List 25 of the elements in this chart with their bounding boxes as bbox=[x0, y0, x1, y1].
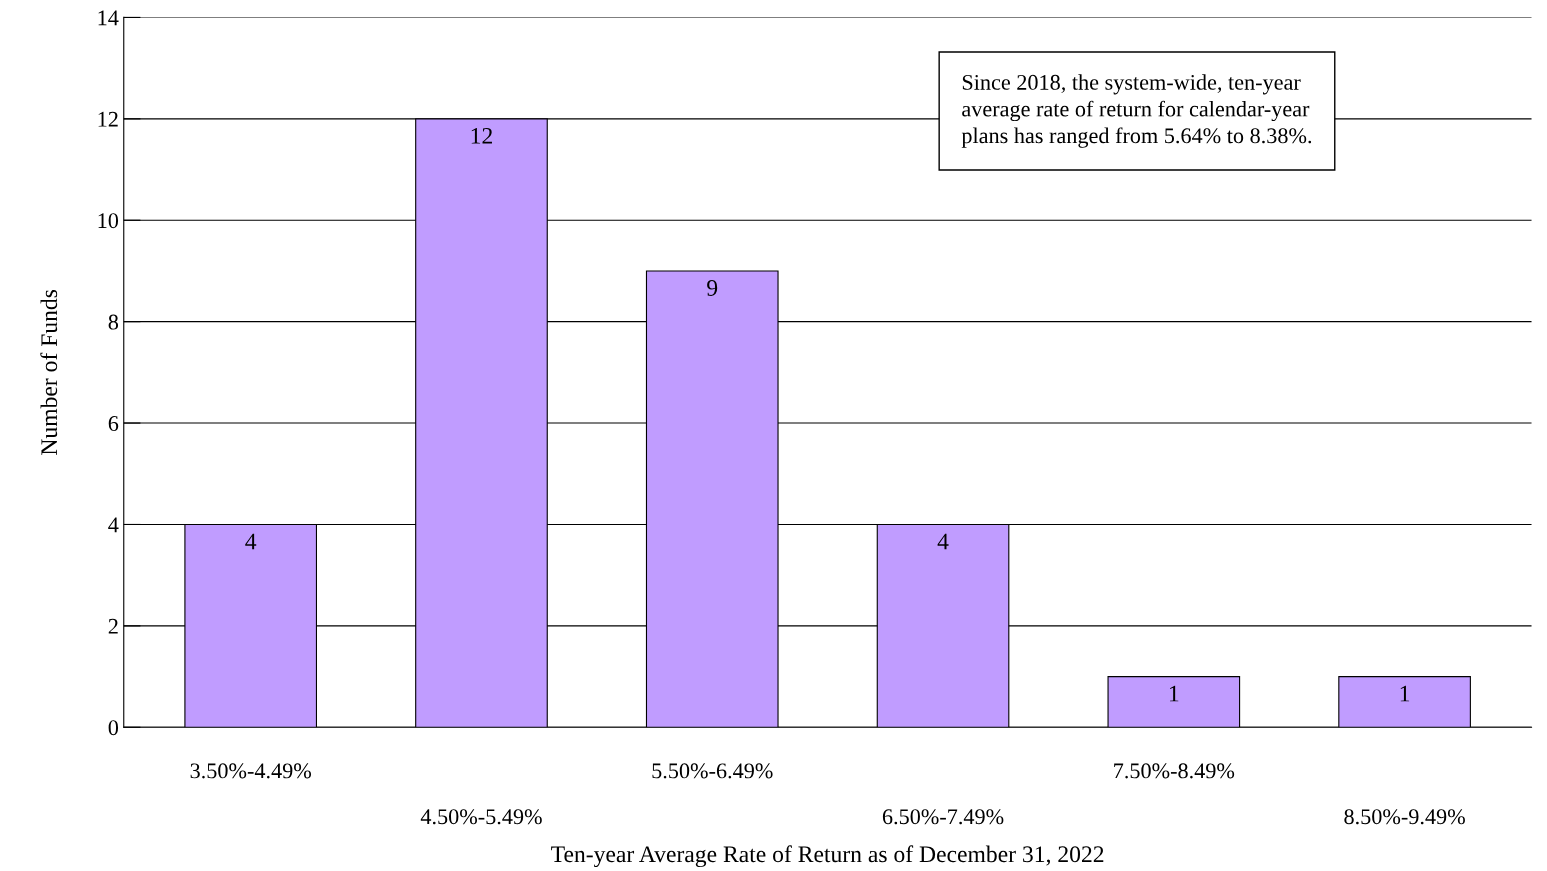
x-tick-label: 4.50%-5.49% bbox=[420, 809, 542, 825]
x-tick-label: 7.50%-8.49% bbox=[1114, 763, 1235, 779]
x-tick-label: 5.50%-6.49% bbox=[652, 763, 773, 779]
y-tick-label: 10 bbox=[98, 213, 119, 229]
data-label: 9 bbox=[707, 280, 718, 296]
bar bbox=[1338, 676, 1471, 728]
x-tick-label: 8.50%-9.49% bbox=[1344, 809, 1465, 825]
y-tick-label: 4 bbox=[108, 517, 119, 533]
y-tick-label: 14 bbox=[98, 10, 119, 26]
y-tick-label: 12 bbox=[98, 111, 118, 127]
bar bbox=[1107, 676, 1241, 728]
data-label: 1 bbox=[1400, 685, 1410, 702]
annotation: Since 2018, the system-wide, ten-year average rate of return for calendar-year plans has ranged from 5.64% to 8.38%. bbox=[961, 74, 1312, 148]
data-label: 1 bbox=[1169, 685, 1179, 702]
data-label: 4 bbox=[245, 533, 257, 550]
x-tick-label: 6.50%-7.49% bbox=[882, 809, 1004, 825]
data-label: 12 bbox=[471, 127, 492, 144]
y-tick-label: 8 bbox=[108, 314, 119, 330]
y-axis-title: Number of Funds bbox=[40, 289, 58, 455]
x-tick-label: 3.50%-4.49% bbox=[190, 763, 312, 779]
y-tick-label: 2 bbox=[108, 618, 118, 634]
y-tick-label: 0 bbox=[108, 720, 119, 736]
x-axis-title: Ten-year Average Rate of Return as of December 31, 2022 bbox=[551, 845, 1104, 868]
y-tick-label: 6 bbox=[108, 416, 119, 431]
data-label: 4 bbox=[937, 533, 949, 550]
